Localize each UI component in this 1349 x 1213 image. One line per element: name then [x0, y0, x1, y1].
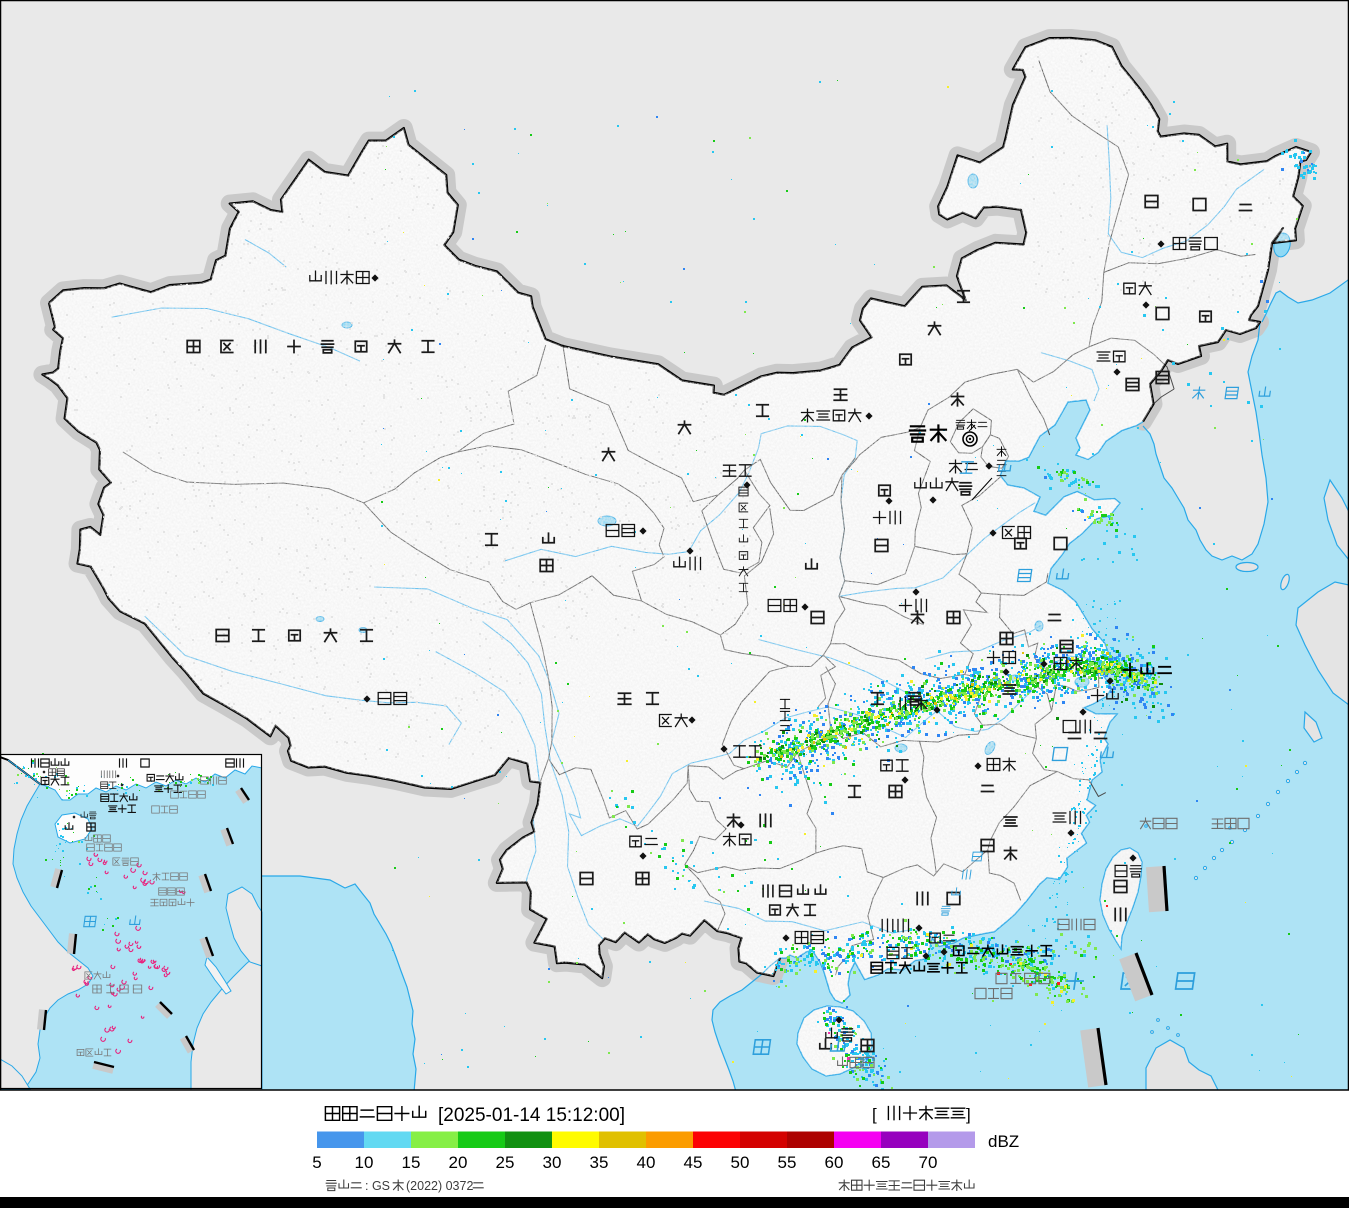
svg-text:10: 10: [355, 1153, 374, 1172]
svg-text:70: 70: [919, 1153, 938, 1172]
svg-text:55: 55: [778, 1153, 797, 1172]
svg-text:5: 5: [312, 1153, 321, 1172]
svg-text:60: 60: [825, 1153, 844, 1172]
svg-text:dBZ: dBZ: [988, 1132, 1019, 1151]
svg-text:35: 35: [590, 1153, 609, 1172]
svg-text:25: 25: [496, 1153, 515, 1172]
svg-text:30: 30: [543, 1153, 562, 1172]
svg-text:]: ]: [966, 1105, 971, 1124]
svg-text:[2025-01-14 15:12:00]: [2025-01-14 15:12:00]: [438, 1105, 625, 1126]
svg-text:65: 65: [872, 1153, 891, 1172]
svg-text:[: [: [872, 1105, 877, 1124]
svg-text:20: 20: [449, 1153, 468, 1172]
svg-text:45: 45: [684, 1153, 703, 1172]
svg-text:50: 50: [731, 1153, 750, 1172]
svg-text:40: 40: [637, 1153, 656, 1172]
svg-text:: GS: : GS: [365, 1179, 390, 1193]
svg-text:(2022) 0372: (2022) 0372: [406, 1179, 473, 1193]
svg-text:15: 15: [402, 1153, 421, 1172]
